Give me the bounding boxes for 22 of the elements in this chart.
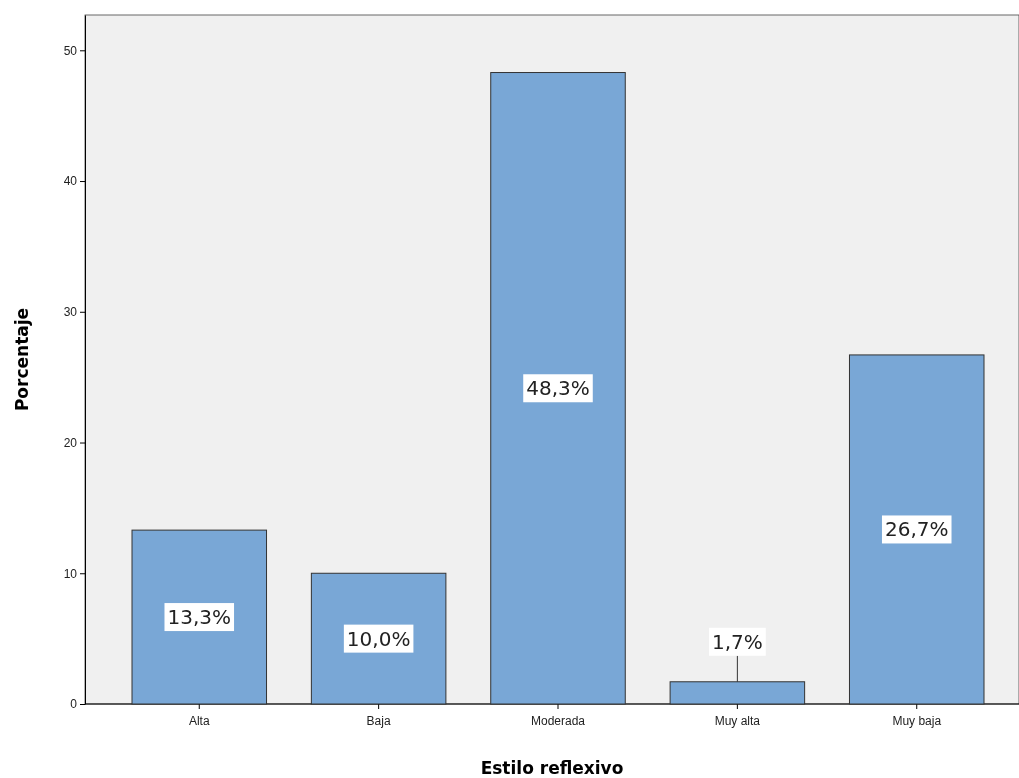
x-tick-label: Baja [366,714,391,729]
x-tick-label: Moderada [530,714,586,729]
data-label: 48,3% [526,376,590,401]
data-label: 13,3% [167,605,232,630]
y-tick-label: 0 [70,697,78,712]
x-tick-label: Muy baja [892,714,942,729]
data-label: 26,7% [884,517,949,542]
y-tick-label: 50 [63,43,78,58]
y-axis-title: Porcentaje [12,307,32,412]
x-axis-title: Estilo reflexivo [480,758,624,778]
bar [848,354,985,705]
bar [310,572,447,705]
bar [131,529,268,705]
x-tick-label: Alta [188,714,210,729]
y-tick-label: 20 [63,435,78,450]
x-tick-label: Muy alta [714,714,761,729]
y-tick-label: 40 [63,174,78,189]
y-tick-label: 30 [63,305,78,320]
y-tick-label: 10 [63,566,78,581]
data-label: 1,7% [711,629,763,654]
bar [490,72,626,705]
data-label: 10,0% [346,626,411,651]
